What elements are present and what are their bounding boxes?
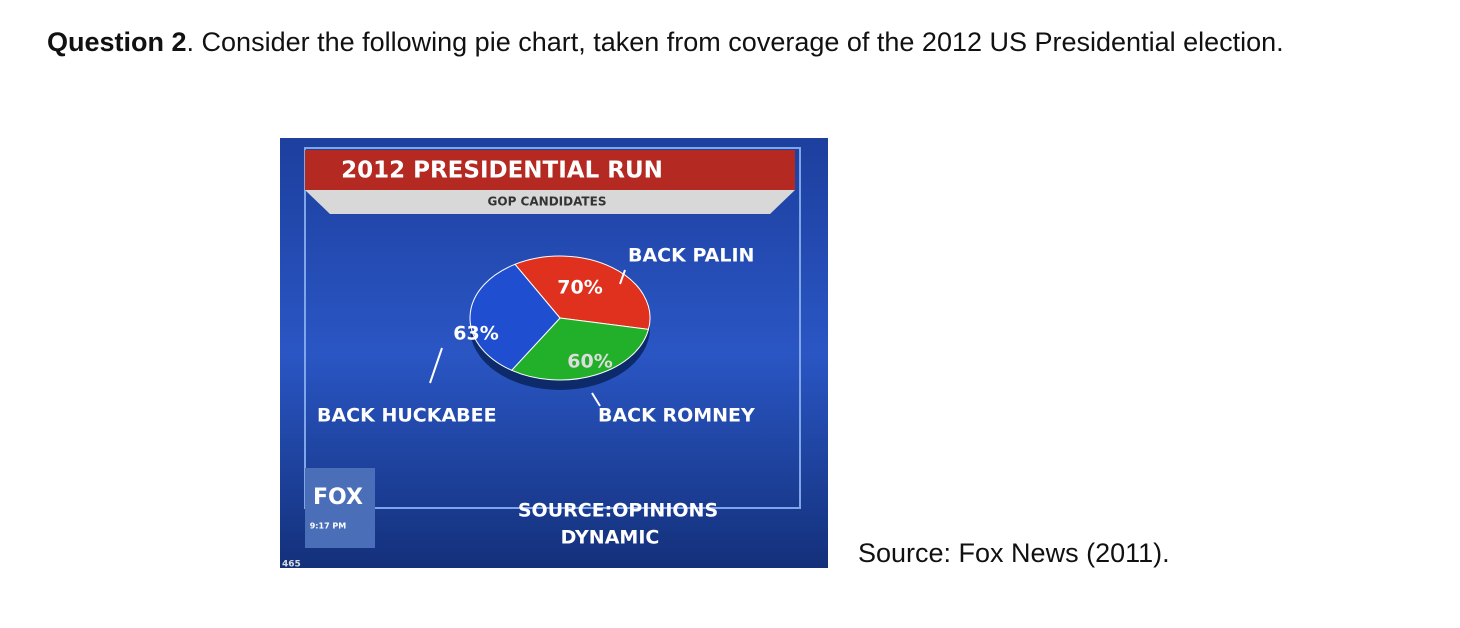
chart-image: 2012 PRESIDENTIAL RUN GOP CANDIDATES BAC… (280, 138, 828, 568)
logo-box (305, 468, 375, 548)
question-text: . Consider the following pie chart, take… (186, 27, 1284, 57)
chart-subtitle: GOP CANDIDATES (488, 195, 607, 209)
leader (591, 392, 601, 407)
slice-label: BACK PALIN (628, 245, 754, 267)
value-label: 70% (557, 277, 602, 299)
annotation: DYNAMIC (561, 527, 660, 549)
value-label: 60% (567, 351, 612, 373)
source: Source: Fox News (2011). (858, 538, 1170, 568)
pie (469, 255, 651, 390)
pie-slice (514, 255, 651, 330)
slice-label: BACK ROMNEY (598, 405, 755, 427)
time: 9:17 PM (310, 522, 347, 531)
title-banner (305, 150, 795, 190)
pie-slice (469, 263, 561, 371)
frame (304, 147, 801, 509)
value-label: 63% (453, 323, 498, 345)
leader (429, 347, 443, 384)
leader (619, 269, 626, 285)
annotation: SOURCE:OPINIONS (518, 500, 718, 522)
corner-number: 465 (282, 560, 301, 569)
question: Question 2. Consider the following pie c… (47, 22, 1443, 63)
question-label: Question 2 (47, 27, 187, 57)
slice-label: BACK HUCKABEE (317, 405, 497, 427)
chart-title: 2012 PRESIDENTIAL RUN (341, 158, 663, 184)
logo: FOX (313, 485, 363, 510)
subtitle-band (305, 190, 795, 214)
